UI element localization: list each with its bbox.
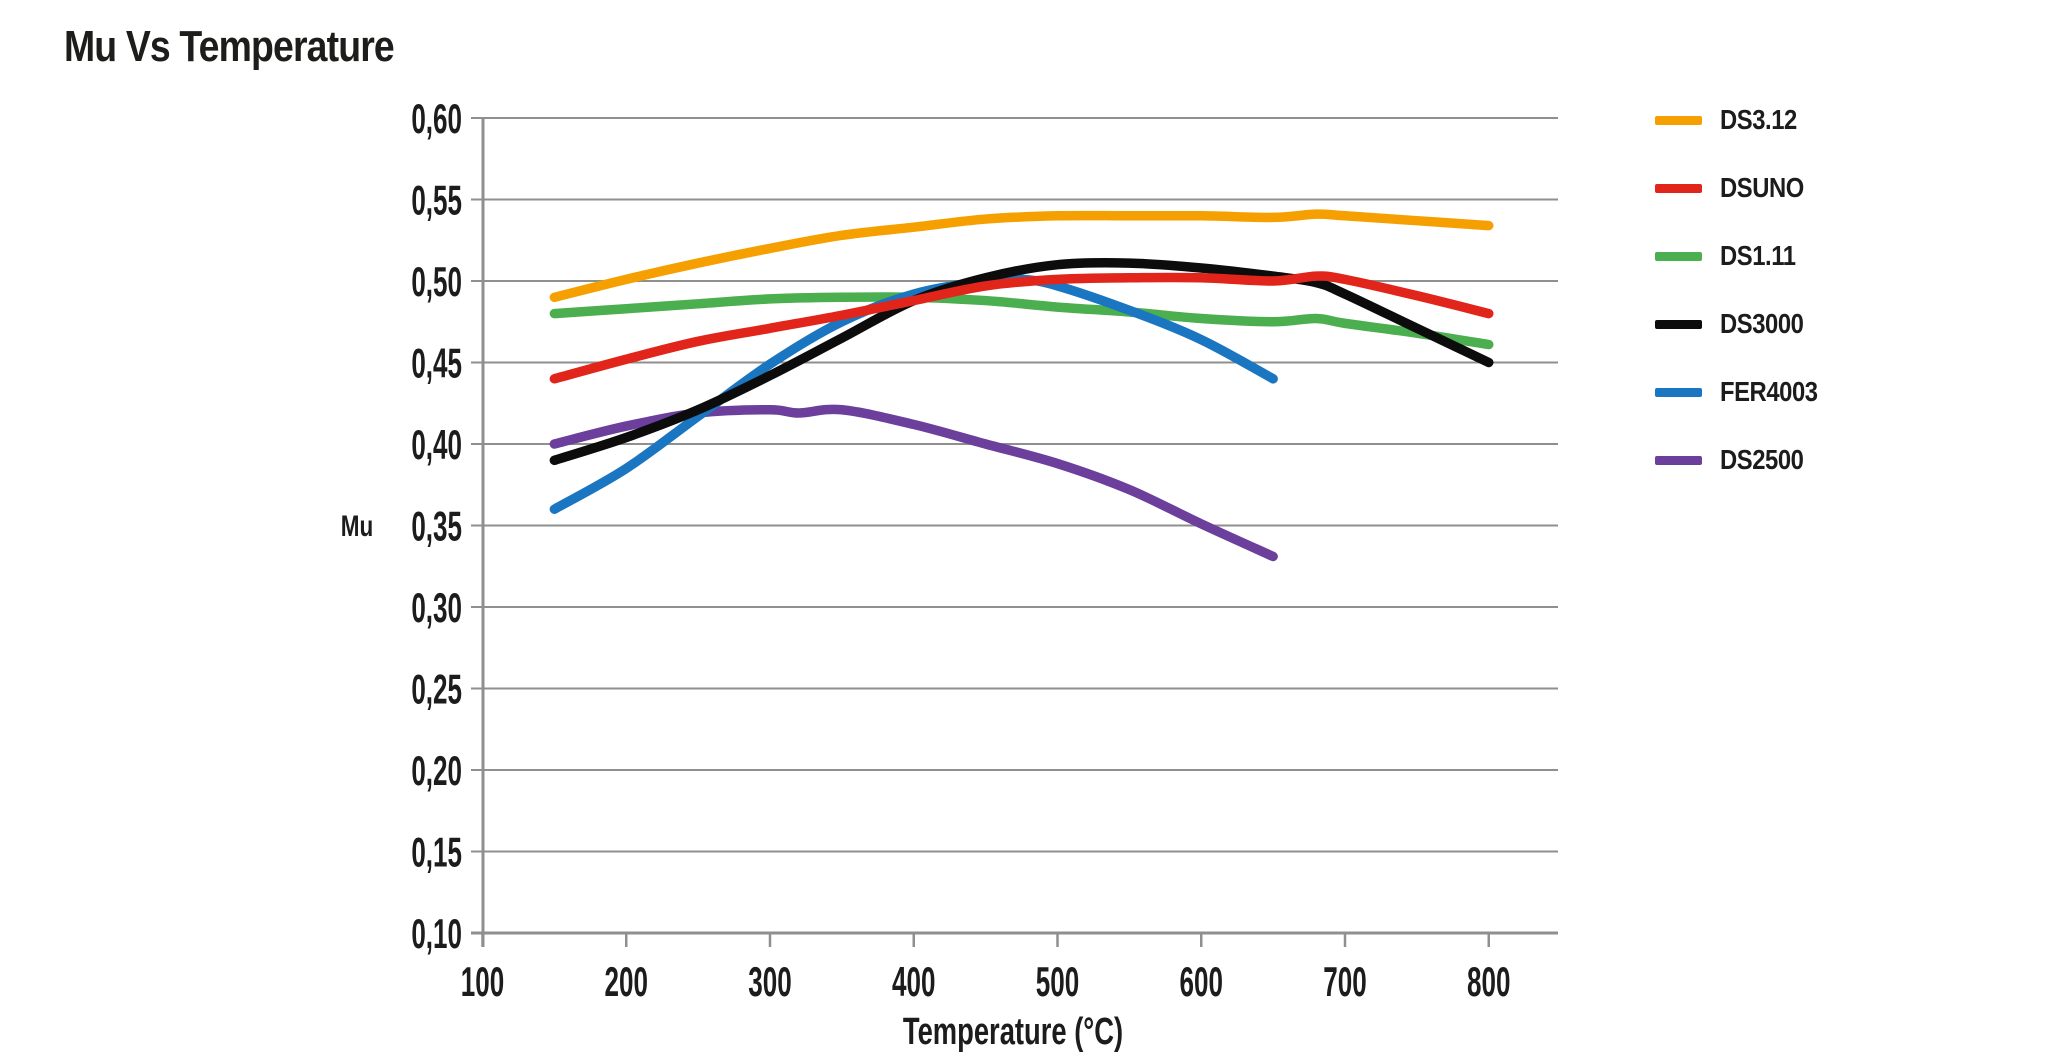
x-axis-tick-labels: 100 200 300 400 500 600 700 800 <box>461 959 1511 1006</box>
legend-swatch-ds1-11 <box>1655 251 1702 261</box>
x-tick-label-100: 100 <box>461 959 504 1006</box>
y-tick-label-0,45: 0,45 <box>411 340 462 387</box>
y-tick-label-0,35: 0,35 <box>411 503 462 550</box>
legend-swatch-dsuno <box>1655 183 1702 193</box>
x-axis-title: Temperature (°C) <box>903 1011 1123 1053</box>
y-tick-label-0,20: 0,20 <box>411 748 462 795</box>
x-tick-label-700: 700 <box>1323 959 1366 1006</box>
legend-item-ds3000: DS3000 <box>1655 308 1835 339</box>
x-tick-label-300: 300 <box>748 959 791 1006</box>
series-line-ds2500 <box>549 404 1278 562</box>
legend-item-ds3-12: DS3.12 <box>1655 104 1835 135</box>
x-tick-label-600: 600 <box>1180 959 1223 1006</box>
x-tick-label-200: 200 <box>605 959 648 1006</box>
y-tick-label-0,30: 0,30 <box>411 585 462 632</box>
legend: DS3.12 DSUNO DS1.11 DS3000 FER4003 DS2500 <box>1655 104 1835 514</box>
legend-item-ds1-11: DS1.11 <box>1655 240 1835 271</box>
series-line-ds3000 <box>549 257 1494 466</box>
legend-swatch-ds2500 <box>1655 455 1702 465</box>
y-axis-title: Mu <box>341 509 373 543</box>
legend-swatch-ds3000 <box>1655 319 1702 329</box>
gridlines <box>471 117 1558 934</box>
series-line-ds3-12 <box>549 209 1494 303</box>
series-lines <box>549 209 1494 562</box>
series-line-ds1-11 <box>549 292 1494 350</box>
y-tick-label-0,15: 0,15 <box>411 829 462 876</box>
axes <box>471 118 1558 947</box>
y-tick-label-0,50: 0,50 <box>411 259 462 306</box>
x-tick-label-800: 800 <box>1467 959 1510 1006</box>
legend-item-ds2500: DS2500 <box>1655 444 1835 475</box>
legend-swatch-ds3-12 <box>1655 115 1702 125</box>
legend-label-ds1-11: DS1.11 <box>1720 240 1796 271</box>
legend-label-ds3000: DS3000 <box>1720 308 1804 339</box>
y-tick-label-0,55: 0,55 <box>411 177 462 224</box>
chart-title: Mu Vs Temperature <box>64 22 395 71</box>
legend-item-dsuno: DSUNO <box>1655 172 1835 203</box>
series-line-dsuno <box>549 271 1494 384</box>
legend-item-fer4003: FER4003 <box>1655 376 1835 407</box>
x-tick-label-500: 500 <box>1036 959 1079 1006</box>
legend-label-ds3-12: DS3.12 <box>1720 104 1797 135</box>
y-tick-label-0,40: 0,40 <box>411 422 462 469</box>
x-tick-label-400: 400 <box>892 959 935 1006</box>
y-axis-tick-labels: 0,60 0,55 0,50 0,45 0,40 0,35 0,30 0,25 0,20 0,15… <box>411 96 462 958</box>
y-tick-label-0,10: 0,10 <box>411 911 462 958</box>
y-tick-label-0,60: 0,60 <box>411 96 462 143</box>
legend-swatch-fer4003 <box>1655 387 1702 397</box>
legend-label-dsuno: DSUNO <box>1720 172 1804 203</box>
legend-label-fer4003: FER4003 <box>1720 376 1818 407</box>
y-tick-label-0,25: 0,25 <box>411 666 462 713</box>
legend-label-ds2500: DS2500 <box>1720 444 1804 475</box>
